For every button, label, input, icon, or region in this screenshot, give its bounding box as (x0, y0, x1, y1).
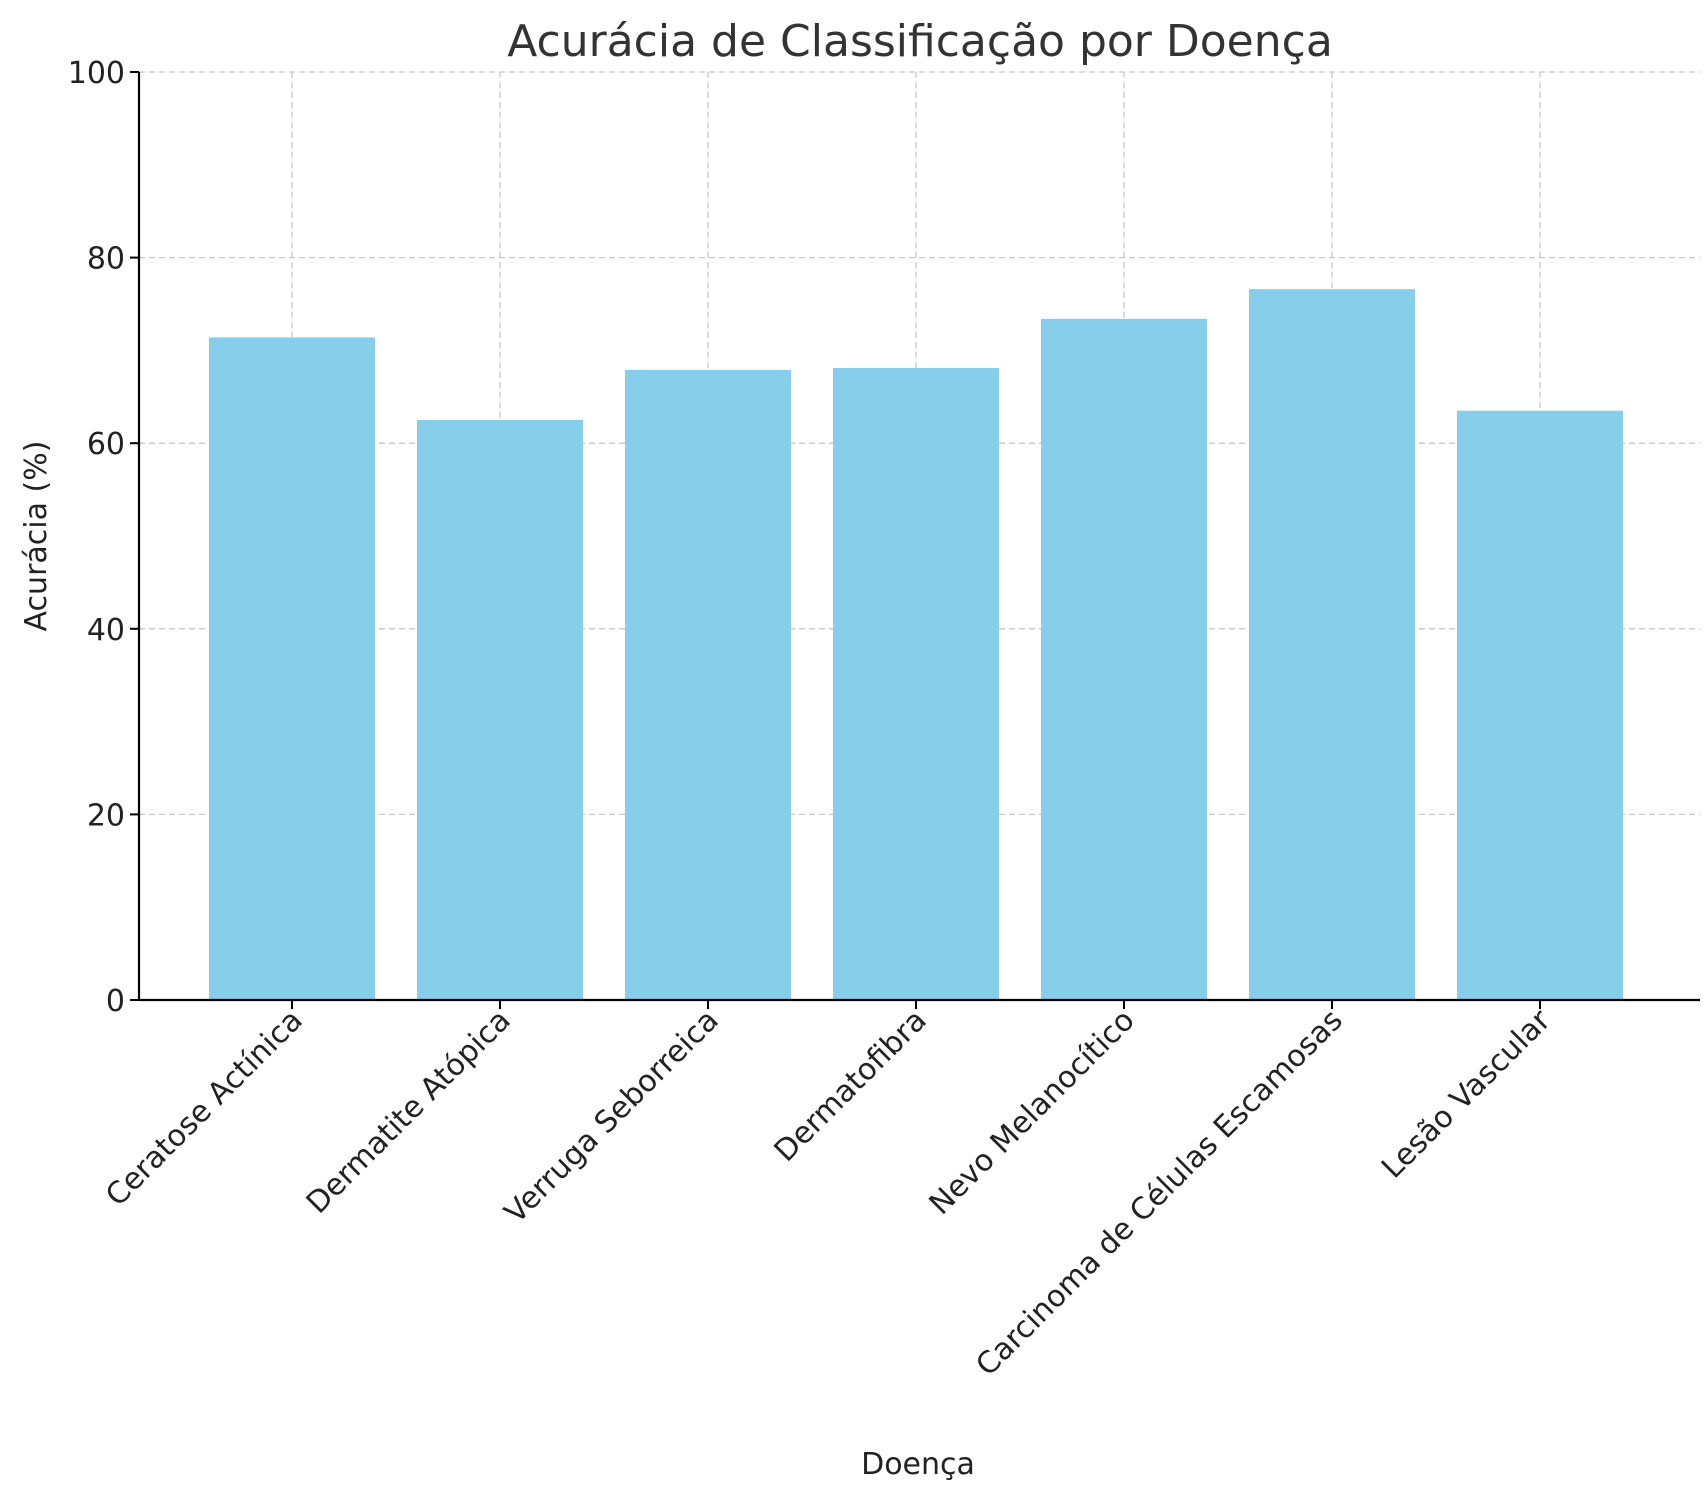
y-tick-label: 100 (68, 56, 125, 91)
x-tick-label: Ceratose Actínica (99, 1003, 309, 1213)
x-tick-label: Carcinoma de Células Escamosas (969, 1003, 1349, 1383)
bar (1249, 289, 1415, 1001)
bar (417, 420, 583, 1000)
y-axis-label: Acurácia (%) (19, 441, 54, 632)
chart-title: Acurácia de Classificação por Doença (507, 16, 1333, 67)
y-tick-label: 80 (87, 242, 125, 277)
bar (625, 369, 791, 1000)
x-tick-label: Dermatofibra (768, 1003, 934, 1169)
y-tick-label: 40 (87, 613, 125, 648)
x-tick-label: Nevo Melanocítico (923, 1003, 1142, 1222)
x-tick-label: Lesão Vascular (1375, 1002, 1558, 1185)
bars (209, 289, 1623, 1001)
bar (209, 337, 375, 1001)
x-axis-label: Doença (861, 1447, 975, 1482)
axes (137, 72, 1700, 1002)
y-tick-label: 0 (106, 984, 125, 1019)
x-tick-label: Dermatite Atópica (300, 1003, 518, 1221)
bar (1041, 318, 1207, 1000)
bar (833, 368, 999, 1001)
bar (1457, 410, 1623, 1001)
y-ticks: 0 20 40 60 80 100 (68, 56, 139, 1019)
y-tick-label: 20 (87, 798, 125, 833)
x-tick-label: Verruga Seborreica (498, 1003, 726, 1231)
y-tick-label: 60 (87, 427, 125, 462)
